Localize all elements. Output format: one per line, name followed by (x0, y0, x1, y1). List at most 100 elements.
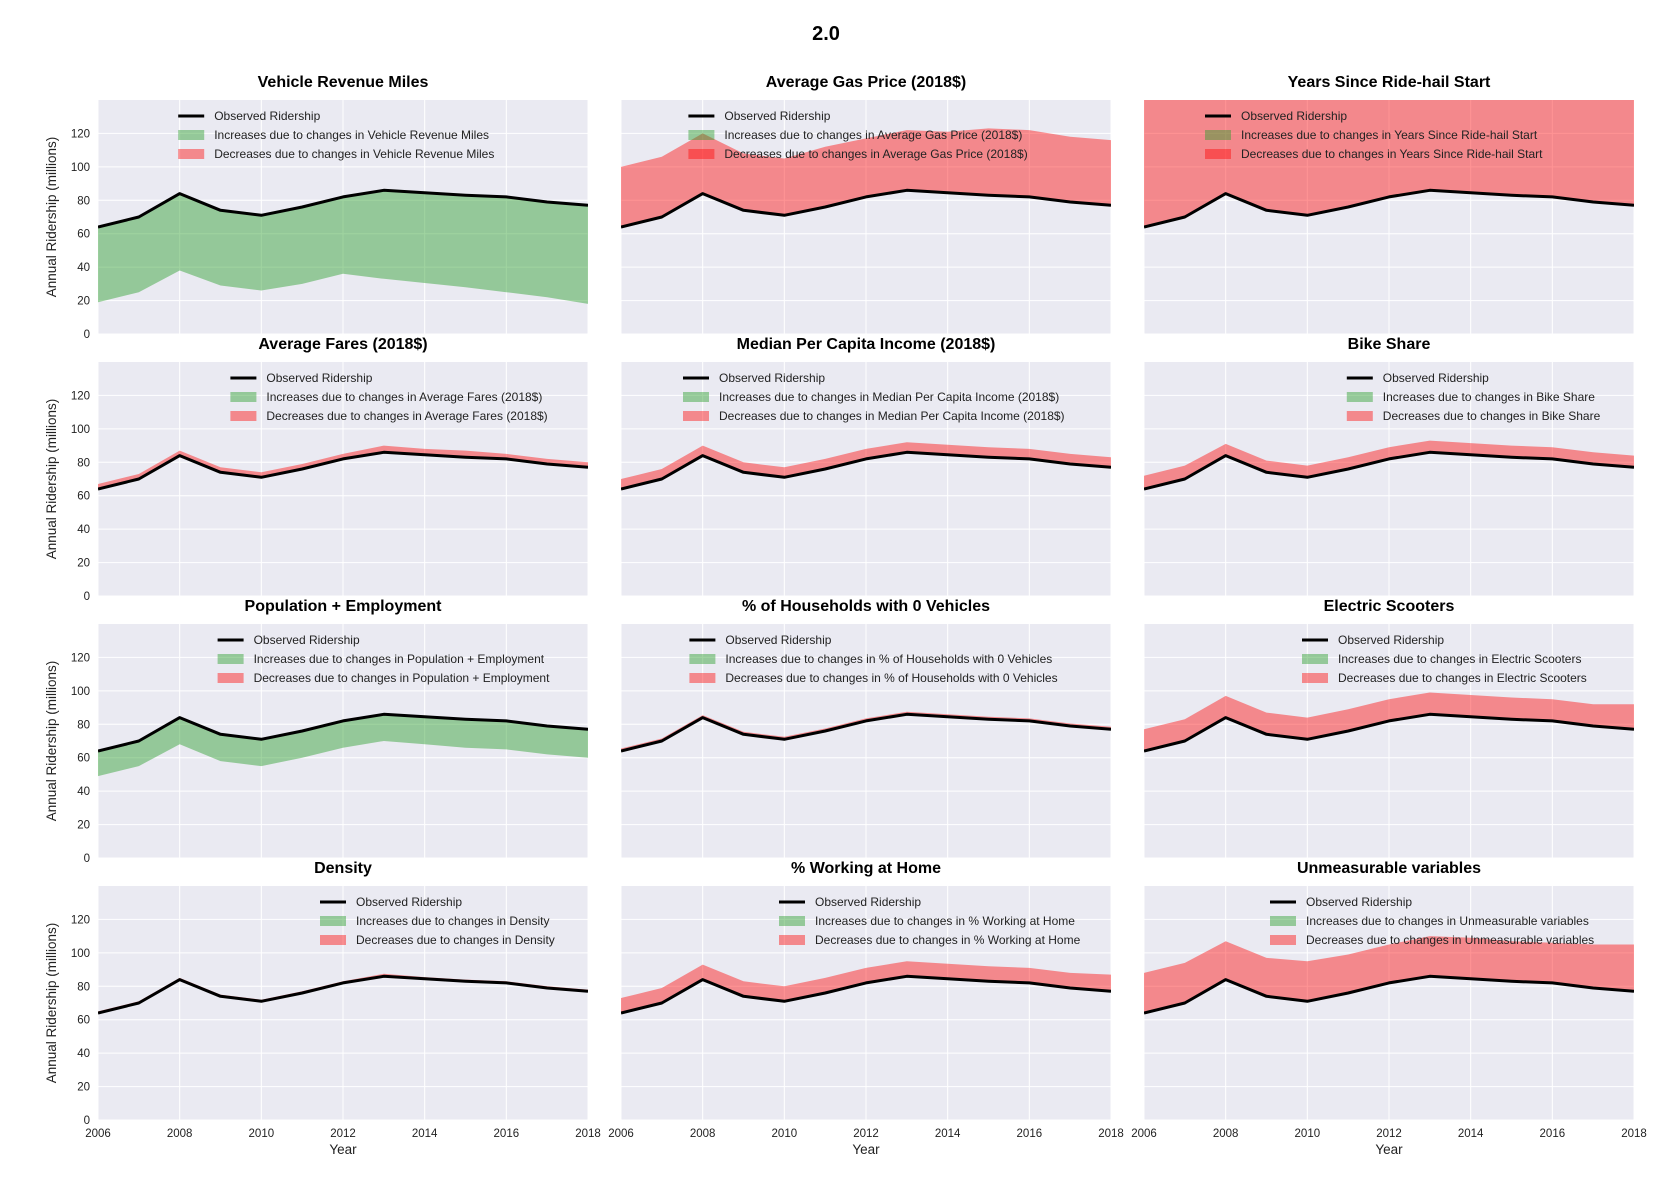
observed-ridership-line (98, 712, 588, 753)
x-tick-label: 2014 (935, 1128, 961, 1140)
observed-ridership-line (98, 974, 588, 1015)
subplot-11: % Working at Home 2006 2008 2010 2012 2014 201… (608, 860, 1124, 1157)
legend-decrease-swatch (1302, 673, 1328, 683)
observed-ridership-line (621, 974, 1111, 1015)
legend-entry-label: Decreases due to changes in Average Gas … (724, 147, 1027, 161)
legend-entry-label: Decreases due to changes in % of Househo… (725, 671, 1057, 685)
y-tick-label: 0 (84, 591, 90, 603)
subplot-title: Density (314, 860, 372, 877)
subplot-1: Vehicle Revenue Miles 0 20 40 60 80 100 120 Annu… (44, 74, 589, 341)
y-tick-label: 0 (84, 1115, 90, 1127)
x-tick-label: 2016 (494, 1128, 520, 1140)
legend-entry-label: Observed Ridership (719, 371, 825, 385)
x-tick-label: 2010 (249, 1128, 275, 1140)
observed-ridership-line (1144, 974, 1634, 1015)
observed-ridership-line (1144, 712, 1634, 753)
legend-entry-label: Decreases due to changes in Years Since … (1241, 147, 1543, 161)
subplot-10: Density 0 20 40 60 80 100 120 Annual Ridership (… (44, 860, 601, 1157)
observed-ridership-line (1144, 188, 1634, 229)
subplot-grid: Vehicle Revenue Miles 0 20 40 60 80 100 120 Annu… (44, 74, 1647, 1157)
legend-decrease-swatch (1346, 411, 1373, 421)
y-axis-label: Annual Ridership (millions) (44, 399, 59, 560)
y-tick-label: 100 (71, 686, 90, 698)
legend-entry-label: Observed Ridership (254, 633, 360, 647)
observed-ridership-line (98, 450, 588, 491)
y-tick-label: 40 (77, 1048, 90, 1060)
legend-entry-label: Increases due to changes in Vehicle Reve… (214, 128, 489, 142)
legend-entry-label: Decreases due to changes in Average Fare… (266, 409, 547, 423)
legend: Observed Ridership Increases due to chang… (1302, 633, 1587, 685)
legend-decrease-swatch (688, 149, 715, 159)
y-tick-label: 0 (84, 329, 90, 341)
y-tick-label: 100 (71, 162, 90, 174)
legend-entry-label: Observed Ridership (725, 633, 831, 647)
x-tick-label: 2016 (1017, 1128, 1043, 1140)
legend-entry-label: Observed Ridership (1241, 109, 1347, 123)
decrease-area (621, 128, 1111, 227)
legend: Observed Ridership Increases due to chang… (178, 109, 494, 161)
y-tick-label: 80 (77, 457, 90, 469)
legend-entry-label: Increases due to changes in % Working at… (815, 914, 1075, 928)
subplot-title: Electric Scooters (1324, 598, 1455, 615)
legend-increase-swatch (1346, 392, 1373, 402)
subplot-title: Unmeasurable variables (1297, 860, 1481, 877)
legend-entry-label: Increases due to changes in Bike Share (1383, 390, 1595, 404)
legend-decrease-swatch (779, 935, 805, 945)
legend-entry-label: Decreases due to changes in Bike Share (1383, 409, 1601, 423)
legend-entry-label: Increases due to changes in Average Fare… (266, 390, 542, 404)
x-axis-label: Year (1375, 1142, 1403, 1157)
legend-increase-swatch (320, 916, 346, 926)
y-tick-label: 100 (71, 948, 90, 960)
x-tick-label: 2018 (575, 1128, 601, 1140)
legend-decrease-swatch (178, 149, 205, 159)
legend-increase-swatch (1205, 130, 1231, 140)
subplot-title: Population + Employment (245, 598, 443, 615)
x-tick-label: 2014 (412, 1128, 438, 1140)
legend-entry-label: Increases due to changes in % of Househo… (725, 652, 1052, 666)
legend-entry-label: Observed Ridership (214, 109, 320, 123)
legend-increase-swatch (1270, 916, 1296, 926)
x-tick-label: 2008 (690, 1128, 716, 1140)
x-tick-label: 2016 (1540, 1128, 1566, 1140)
decrease-area (1144, 440, 1634, 489)
subplot-5: Median Per Capita Income (2018$) Observed… (620, 336, 1112, 597)
y-tick-label: 20 (77, 1082, 90, 1094)
legend-entry-label: Increases due to changes in Years Since … (1241, 128, 1538, 142)
legend-entry-label: Increases due to changes in Median Per C… (719, 390, 1059, 404)
subplot-9: Electric Scooters Observed Ridership Incre… (1143, 598, 1635, 859)
y-tick-label: 40 (77, 786, 90, 798)
x-axis-label: Year (329, 1142, 357, 1157)
x-tick-label: 2018 (1621, 1128, 1647, 1140)
x-tick-label: 2012 (330, 1128, 356, 1140)
observed-ridership-line (1144, 450, 1634, 491)
x-tick-label: 2014 (1458, 1128, 1484, 1140)
legend-increase-swatch (178, 130, 205, 140)
legend-increase-swatch (688, 130, 715, 140)
legend-increase-swatch (689, 654, 716, 664)
subplot-title: Average Fares (2018$) (258, 336, 427, 353)
subplot-4: Average Fares (2018$) 0 20 40 60 80 100 120 Annu… (44, 336, 589, 603)
legend-increase-swatch (683, 392, 709, 402)
legend: Observed Ridership Increases due to chang… (1346, 371, 1601, 423)
y-axis-label: Annual Ridership (millions) (44, 923, 59, 1084)
legend-entry-label: Increases due to changes in Density (356, 914, 549, 928)
legend-entry-label: Decreases due to changes in Population +… (254, 671, 551, 685)
observed-ridership-line (621, 188, 1111, 229)
decrease-area (1144, 692, 1634, 751)
subplot-8: % of Households with 0 Vehicles Observed … (620, 598, 1112, 859)
legend-increase-swatch (230, 392, 257, 402)
observed-ridership-line (621, 450, 1111, 491)
legend-decrease-swatch (683, 411, 709, 421)
observed-ridership-line (98, 188, 588, 229)
legend-entry-label: Observed Ridership (724, 109, 830, 123)
y-axis-label: Annual Ridership (millions) (44, 137, 59, 298)
y-tick-label: 40 (77, 262, 90, 274)
subplot-title: % of Households with 0 Vehicles (742, 598, 990, 615)
subplot-title: % Working at Home (791, 860, 941, 877)
x-axis-label: Year (852, 1142, 880, 1157)
y-tick-label: 120 (71, 914, 90, 926)
y-tick-label: 80 (77, 719, 90, 731)
y-tick-label: 60 (77, 491, 90, 503)
legend: Observed Ridership Increases due to chang… (683, 371, 1065, 423)
decrease-area (621, 442, 1111, 489)
